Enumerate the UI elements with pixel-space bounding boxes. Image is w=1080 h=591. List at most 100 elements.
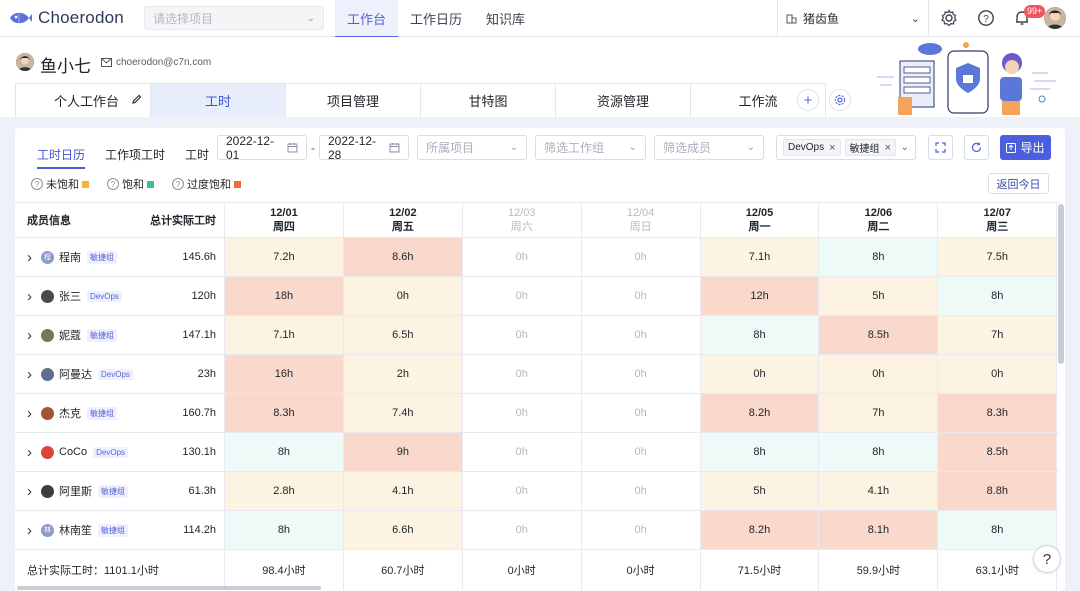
hours-cell[interactable]: 5h bbox=[819, 277, 939, 315]
nav-tab-work-calendar[interactable]: 工作日历 bbox=[410, 11, 463, 27]
hours-cell[interactable]: 0h bbox=[819, 355, 939, 393]
hours-cell[interactable]: 0h bbox=[582, 355, 701, 393]
hours-cell[interactable]: 0h bbox=[582, 511, 701, 549]
hours-cell[interactable]: 8.3h bbox=[938, 394, 1058, 432]
fullscreen-button[interactable] bbox=[928, 135, 953, 160]
export-button[interactable]: 导出 bbox=[1000, 135, 1051, 160]
app-logo[interactable]: Choerodon bbox=[0, 8, 138, 28]
hours-cell[interactable]: 7.2h bbox=[225, 238, 344, 276]
gear-icon[interactable] bbox=[940, 9, 958, 27]
member-info[interactable]: › 林林南笙 敏捷组 114.2h bbox=[15, 511, 225, 549]
ws-tab-personal[interactable]: 个人工作台 bbox=[16, 84, 151, 117]
hours-cell[interactable]: 9h bbox=[343, 433, 463, 471]
member-info[interactable]: › 程程南 敏捷组 145.6h bbox=[15, 238, 225, 276]
hours-cell[interactable]: 8h bbox=[938, 277, 1058, 315]
hours-cell[interactable]: 8.6h bbox=[343, 238, 463, 276]
subtab-hours[interactable]: 工时 bbox=[185, 147, 210, 162]
chevron-right-icon[interactable]: › bbox=[27, 365, 32, 383]
member-info[interactable]: › 张三 DevOps 120h bbox=[15, 277, 225, 315]
chevron-right-icon[interactable]: › bbox=[27, 521, 32, 539]
chevron-right-icon[interactable]: › bbox=[27, 326, 32, 344]
question-icon[interactable]: ? bbox=[31, 178, 43, 190]
chevron-right-icon[interactable]: › bbox=[27, 482, 32, 500]
hours-cell[interactable]: 8h bbox=[700, 433, 820, 471]
start-date-picker[interactable]: 2022-12-01 bbox=[217, 134, 307, 162]
horizontal-scrollbar[interactable] bbox=[17, 586, 321, 590]
hours-cell[interactable]: 0h bbox=[463, 472, 582, 510]
hours-cell[interactable]: 8h bbox=[819, 238, 939, 276]
hours-cell[interactable]: 0h bbox=[582, 472, 701, 510]
hours-cell[interactable]: 8.1h bbox=[819, 511, 939, 549]
hours-cell[interactable]: 0h bbox=[463, 316, 582, 354]
hours-cell[interactable]: 7h bbox=[819, 394, 939, 432]
hours-cell[interactable]: 8h bbox=[700, 316, 820, 354]
chevron-right-icon[interactable]: › bbox=[27, 443, 32, 461]
hours-cell[interactable]: 0h bbox=[582, 277, 701, 315]
project-select[interactable]: 请选择项目 ⌄ bbox=[144, 6, 324, 30]
subtab-hours-calendar[interactable]: 工时日历 bbox=[27, 141, 95, 169]
user-avatar[interactable] bbox=[1044, 7, 1066, 29]
hours-cell[interactable]: 7.4h bbox=[343, 394, 463, 432]
hours-cell[interactable]: 0h bbox=[463, 277, 582, 315]
hours-cell[interactable]: 7.1h bbox=[225, 316, 344, 354]
edit-icon[interactable] bbox=[131, 94, 142, 105]
team-tag-select[interactable]: DevOps × 敏捷组 × ⌄ bbox=[776, 135, 916, 160]
hours-cell[interactable]: 0h bbox=[700, 355, 820, 393]
hours-cell[interactable]: 16h bbox=[225, 355, 344, 393]
help-icon[interactable]: ? bbox=[977, 9, 995, 27]
hours-cell[interactable]: 7.1h bbox=[700, 238, 820, 276]
ws-tab-work-hours[interactable]: 工时 bbox=[151, 84, 286, 117]
hours-cell[interactable]: 8.8h bbox=[938, 472, 1058, 510]
ws-tab-resource-management[interactable]: 资源管理 bbox=[556, 84, 691, 117]
hours-cell[interactable]: 0h bbox=[463, 238, 582, 276]
hours-cell[interactable]: 0h bbox=[463, 394, 582, 432]
ws-tab-project-management[interactable]: 项目管理 bbox=[286, 84, 421, 117]
work-group-filter[interactable]: 筛选工作组 ⌄ bbox=[535, 135, 646, 160]
hours-cell[interactable]: 8h bbox=[225, 433, 344, 471]
member-info[interactable]: › 阿曼达 DevOps 23h bbox=[15, 355, 225, 393]
chevron-right-icon[interactable]: › bbox=[27, 248, 32, 266]
member-info[interactable]: › 阿里斯 敏捷组 61.3h bbox=[15, 472, 225, 510]
hours-cell[interactable]: 8h bbox=[225, 511, 344, 549]
hours-cell[interactable]: 0h bbox=[463, 433, 582, 471]
hours-cell[interactable]: 8h bbox=[938, 511, 1058, 549]
hours-cell[interactable]: 0h bbox=[463, 355, 582, 393]
tab-settings-button[interactable] bbox=[829, 89, 851, 111]
close-icon[interactable]: × bbox=[829, 141, 836, 154]
hours-cell[interactable]: 2h bbox=[343, 355, 463, 393]
help-float-button[interactable]: ? bbox=[1033, 545, 1061, 573]
hours-cell[interactable]: 2.8h bbox=[225, 472, 344, 510]
hours-cell[interactable]: 0h bbox=[582, 316, 701, 354]
question-icon[interactable]: ? bbox=[107, 178, 119, 190]
hours-cell[interactable]: 0h bbox=[582, 394, 701, 432]
hours-cell[interactable]: 8.2h bbox=[700, 511, 820, 549]
hours-cell[interactable]: 7.5h bbox=[938, 238, 1058, 276]
add-tab-button[interactable]: + bbox=[797, 89, 819, 111]
question-icon[interactable]: ? bbox=[172, 178, 184, 190]
member-filter[interactable]: 筛选成员 ⌄ bbox=[654, 135, 764, 160]
nav-tab-workbench[interactable]: 工作台 bbox=[335, 0, 399, 38]
hours-cell[interactable]: 18h bbox=[225, 277, 344, 315]
chevron-right-icon[interactable]: › bbox=[27, 404, 32, 422]
vertical-scrollbar[interactable] bbox=[1058, 204, 1064, 364]
close-icon[interactable]: × bbox=[884, 141, 891, 154]
hours-cell[interactable]: 6.5h bbox=[343, 316, 463, 354]
hours-cell[interactable]: 0h bbox=[582, 238, 701, 276]
member-info[interactable]: › 妮蔻 敏捷组 147.1h bbox=[15, 316, 225, 354]
hours-cell[interactable]: 6.6h bbox=[343, 511, 463, 549]
hours-cell[interactable]: 0h bbox=[463, 511, 582, 549]
member-info[interactable]: › CoCo DevOps 130.1h bbox=[15, 433, 225, 471]
back-to-today-button[interactable]: 返回今日 bbox=[988, 173, 1049, 194]
end-date-picker[interactable]: 2022-12-28 bbox=[319, 134, 409, 162]
hours-cell[interactable]: 0h bbox=[343, 277, 463, 315]
org-switcher[interactable]: 猪齿鱼 ⌄ bbox=[777, 0, 929, 37]
nav-tab-knowledge-base[interactable]: 知识库 bbox=[486, 11, 526, 27]
hours-cell[interactable]: 8.3h bbox=[225, 394, 344, 432]
hours-cell[interactable]: 8.5h bbox=[819, 316, 939, 354]
hours-cell[interactable]: 8.5h bbox=[938, 433, 1058, 471]
ws-tab-gantt[interactable]: 甘特图 bbox=[421, 84, 556, 117]
project-filter[interactable]: 所属项目 ⌄ bbox=[417, 135, 527, 160]
hours-cell[interactable]: 8h bbox=[819, 433, 939, 471]
subtab-issue-hours[interactable]: 工作项工时 bbox=[105, 147, 166, 162]
hours-cell[interactable]: 7h bbox=[938, 316, 1058, 354]
